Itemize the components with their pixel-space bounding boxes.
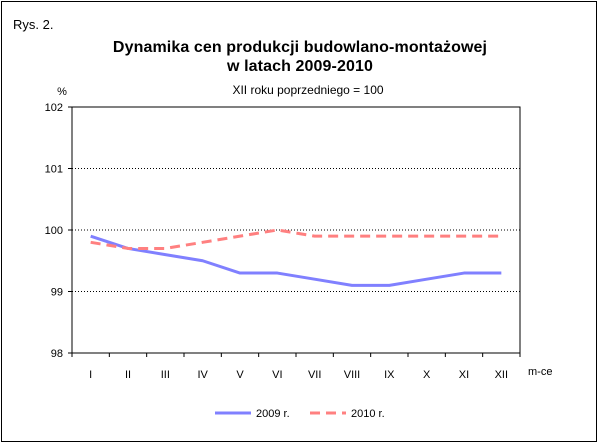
y-tick-label: 99 (51, 287, 63, 299)
x-tick-label: XII (495, 369, 508, 381)
y-tick-label: 98 (51, 348, 63, 360)
x-tick-label: V (236, 369, 244, 381)
x-tick-label: IX (384, 369, 395, 381)
y-tick-label: 102 (45, 102, 63, 114)
series-lines (90, 228, 502, 287)
series-line-2 (90, 228, 502, 250)
x-axis-label: m-ce (528, 366, 552, 378)
x-tick-label: II (125, 369, 131, 381)
y-axis-label: % (57, 86, 67, 98)
x-tick-label: VII (308, 369, 321, 381)
x-tick-label: III (161, 369, 170, 381)
legend-label-1: 2009 r. (256, 408, 290, 420)
plot-area (71, 106, 521, 354)
y-tick-label: 100 (45, 225, 63, 237)
chart-title-line-2: w latach 2009-2010 (227, 58, 373, 75)
legend-label-2: 2010 r. (351, 408, 385, 420)
x-tick-label: VIII (344, 369, 361, 381)
x-tick-label: VI (272, 369, 282, 381)
x-tick-label: XI (459, 369, 469, 381)
x-tick-label: IV (197, 369, 208, 381)
y-tick-label: 101 (45, 164, 63, 176)
series-line-1 (90, 234, 502, 287)
x-tick-label: I (89, 369, 92, 381)
x-tick-label: X (423, 369, 431, 381)
legend: 2009 r. 2010 r. (215, 408, 385, 420)
figure-label: Rys. 2. (13, 17, 54, 32)
chart-subtitle: XII roku poprzedniego = 100 (232, 83, 384, 97)
chart-title-line-1: Dynamika cen produkcji budowlano-montażo… (112, 39, 488, 56)
